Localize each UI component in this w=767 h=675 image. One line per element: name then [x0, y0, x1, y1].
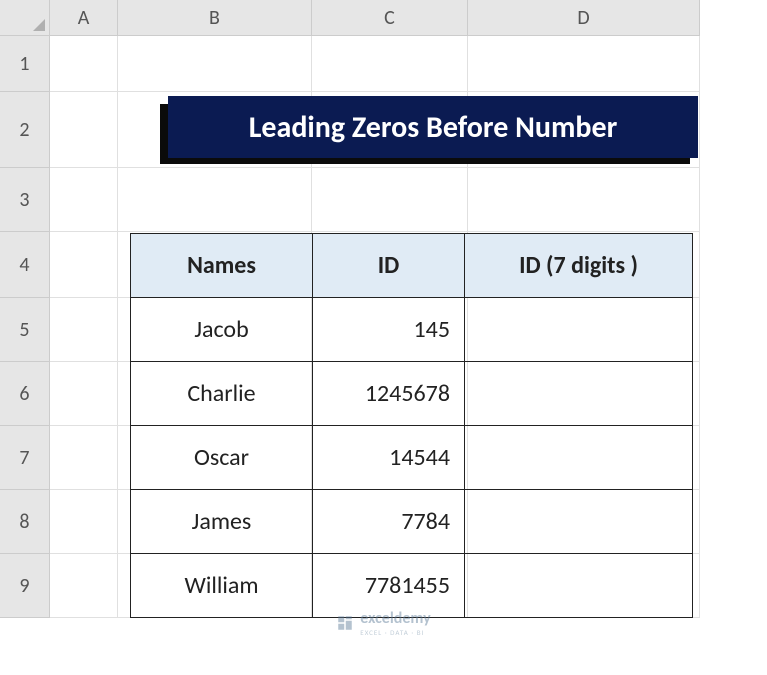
cell-A6[interactable]: [50, 362, 118, 426]
title-bar: Leading Zeros Before Number: [168, 96, 698, 158]
cell-C1[interactable]: [312, 36, 468, 92]
select-all-corner[interactable]: [0, 0, 50, 36]
cell-D1[interactable]: [468, 36, 700, 92]
data-table: Names ID ID (7 digits ) Jacob145Charlie1…: [130, 233, 693, 618]
column-header-A[interactable]: A: [50, 0, 118, 36]
table-row: William7781455: [131, 554, 693, 618]
table-row: Jacob145: [131, 298, 693, 362]
cell-A5[interactable]: [50, 298, 118, 362]
cell-id7[interactable]: [465, 362, 693, 426]
row-header-4[interactable]: 4: [0, 232, 50, 298]
cell-id7[interactable]: [465, 298, 693, 362]
cell-id[interactable]: 145: [313, 298, 465, 362]
watermark: exceldemy EXCEL · DATA · BI: [0, 609, 767, 637]
col-header-id[interactable]: ID: [313, 234, 465, 298]
cell-name[interactable]: Jacob: [131, 298, 313, 362]
table-header-row: Names ID ID (7 digits ): [131, 234, 693, 298]
cell-name[interactable]: William: [131, 554, 313, 618]
column-header-B[interactable]: B: [118, 0, 312, 36]
cell-name[interactable]: James: [131, 490, 313, 554]
cell-id7[interactable]: [465, 490, 693, 554]
cell-id[interactable]: 7784: [313, 490, 465, 554]
table-row: James7784: [131, 490, 693, 554]
title-text: Leading Zeros Before Number: [249, 109, 618, 146]
cell-id7[interactable]: [465, 554, 693, 618]
table-row: Oscar14544: [131, 426, 693, 490]
col-header-names[interactable]: Names: [131, 234, 313, 298]
col-header-id7[interactable]: ID (7 digits ): [465, 234, 693, 298]
row-header-6[interactable]: 6: [0, 362, 50, 426]
row-header-2[interactable]: 2: [0, 92, 50, 168]
row-header-7[interactable]: 7: [0, 426, 50, 490]
column-header-C[interactable]: C: [312, 0, 468, 36]
row-header-1[interactable]: 1: [0, 36, 50, 92]
cell-D3[interactable]: [468, 168, 700, 232]
cell-C3[interactable]: [312, 168, 468, 232]
cell-B3[interactable]: [118, 168, 312, 232]
cell-A4[interactable]: [50, 232, 118, 298]
column-header-D[interactable]: D: [468, 0, 700, 36]
cell-B1[interactable]: [118, 36, 312, 92]
watermark-sub: EXCEL · DATA · BI: [360, 628, 430, 637]
cell-A1[interactable]: [50, 36, 118, 92]
cell-A8[interactable]: [50, 490, 118, 554]
cell-name[interactable]: Oscar: [131, 426, 313, 490]
brand-icon: [336, 614, 354, 632]
table-row: Charlie1245678: [131, 362, 693, 426]
row-header-3[interactable]: 3: [0, 168, 50, 232]
cell-A7[interactable]: [50, 426, 118, 490]
cell-id[interactable]: 1245678: [313, 362, 465, 426]
watermark-brand: exceldemy: [360, 609, 430, 628]
cell-name[interactable]: Charlie: [131, 362, 313, 426]
cell-id7[interactable]: [465, 426, 693, 490]
spreadsheet-view: ABCD 123456789 Leading Zeros Before Numb…: [0, 0, 767, 675]
cell-A3[interactable]: [50, 168, 118, 232]
cell-A2[interactable]: [50, 92, 118, 168]
column-headers: ABCD: [50, 0, 700, 36]
row-header-5[interactable]: 5: [0, 298, 50, 362]
cell-id[interactable]: 7781455: [313, 554, 465, 618]
title-block: Leading Zeros Before Number: [168, 96, 698, 164]
cell-id[interactable]: 14544: [313, 426, 465, 490]
row-headers: 123456789: [0, 36, 50, 618]
row-header-8[interactable]: 8: [0, 490, 50, 554]
